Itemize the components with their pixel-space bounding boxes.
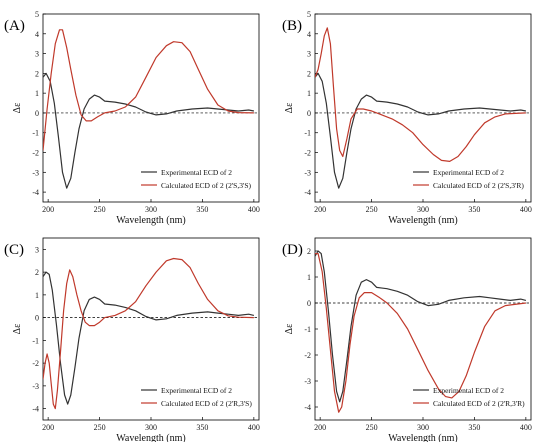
legend-entry: Experimental ECD of 2 — [433, 386, 504, 395]
x-tick-label: 300 — [417, 205, 429, 214]
experimental-series-line — [315, 250, 527, 403]
chart-panel-1: (A) 200 250 300 350 400 -4 -3 -2 -1 0 1 2 3 4 5 Waveleng… — [4, 10, 260, 226]
calculated-series-line — [315, 27, 526, 162]
x-tick-label: 400 — [520, 205, 532, 214]
chart-panel-4: (D) 200 250 300 350 400 -4 -3 -2 -1 0 1 2 Wavelength … — [282, 237, 532, 442]
y-tick-label: -4 — [304, 188, 311, 197]
x-tick-label: 250 — [366, 423, 378, 432]
y-tick-label: -1 — [304, 129, 311, 138]
x-axis-label: Wavelength (nm) — [388, 433, 457, 442]
x-tick-label: 250 — [94, 423, 106, 432]
y-tick-label: -3 — [304, 168, 311, 177]
y-tick-label: -2 — [304, 149, 311, 158]
x-axis-label: Wavelength (nm) — [116, 433, 185, 442]
x-axis-label: Wavelength (nm) — [388, 215, 457, 226]
y-axis-label: Δε — [12, 103, 23, 114]
y-tick-label: 0 — [307, 109, 311, 118]
legend-entry: Calculated ECD of 2 (2'S,3'R) — [433, 181, 524, 190]
y-tick-label: 1 — [307, 273, 311, 282]
y-tick-label: 2 — [307, 247, 311, 256]
y-tick-label: -4 — [32, 405, 39, 414]
x-tick-label: 350 — [468, 205, 480, 214]
panel-label: (B) — [282, 18, 302, 34]
legend-entry: Experimental ECD of 2 — [161, 386, 232, 395]
y-tick-label: 0 — [35, 314, 39, 323]
x-tick-label: 350 — [196, 423, 208, 432]
legend-entry: Calculated ECD of 2 (2'R,3'S) — [161, 399, 252, 408]
y-tick-label: 4 — [35, 30, 39, 39]
y-tick-label: -3 — [32, 168, 39, 177]
y-tick-label: -1 — [32, 336, 39, 345]
panel-label: (D) — [282, 242, 303, 258]
y-tick-label: 2 — [35, 268, 39, 277]
x-tick-label: 350 — [468, 423, 480, 432]
y-axis-label: Δε — [284, 103, 295, 114]
y-tick-label: -2 — [32, 359, 39, 368]
chart-panel-2: (B) 200 250 300 350 400 -4 -3 -2 -1 0 1 2 3 4 5 Waveleng… — [282, 10, 532, 226]
x-tick-label: 400 — [248, 423, 260, 432]
y-tick-label: 1 — [35, 291, 39, 300]
x-tick-label: 350 — [196, 205, 208, 214]
x-tick-label: 200 — [42, 205, 54, 214]
legend-entry: Calculated ECD of 2 (2'S,3'S) — [161, 181, 251, 190]
y-tick-label: -1 — [304, 325, 311, 334]
x-tick-label: 200 — [314, 423, 326, 432]
legend-entry: Calculated ECD of 2 (2'R,3'R) — [433, 399, 525, 408]
experimental-series-line — [43, 271, 255, 405]
y-tick-label: 3 — [307, 50, 311, 59]
x-tick-label: 250 — [366, 205, 378, 214]
y-tick-label: 0 — [35, 109, 39, 118]
legend-entry: Experimental ECD of 2 — [161, 168, 232, 177]
y-tick-label: 5 — [35, 10, 39, 19]
y-tick-label: -1 — [32, 129, 39, 138]
x-tick-label: 200 — [314, 205, 326, 214]
y-tick-label: -2 — [32, 149, 39, 158]
y-axis-label: Δε — [284, 324, 295, 335]
y-tick-label: 0 — [307, 299, 311, 308]
y-tick-label: 3 — [35, 50, 39, 59]
calculated-series-line — [43, 257, 254, 410]
calculated-series-line — [315, 253, 526, 413]
y-tick-label: 3 — [35, 245, 39, 254]
y-tick-label: -3 — [304, 377, 311, 386]
y-tick-label: 2 — [35, 69, 39, 78]
x-axis-label: Wavelength (nm) — [116, 215, 185, 226]
calculated-series-line — [43, 29, 254, 151]
y-tick-label: 4 — [307, 30, 311, 39]
x-tick-label: 300 — [145, 423, 157, 432]
x-tick-label: 400 — [520, 423, 532, 432]
experimental-series-line — [43, 72, 255, 189]
experimental-series-line — [315, 72, 527, 189]
chart-panel-3: (C) 200 250 300 350 400 -4 -3 -2 -1 0 1 2 3 Wavelength… — [4, 237, 260, 442]
panel-label: (A) — [4, 18, 25, 34]
y-tick-label: 2 — [307, 69, 311, 78]
y-tick-label: 1 — [307, 89, 311, 98]
x-tick-label: 300 — [145, 205, 157, 214]
y-tick-label: -2 — [304, 351, 311, 360]
y-tick-label: -4 — [32, 188, 39, 197]
legend-entry: Experimental ECD of 2 — [433, 168, 504, 177]
panel-label: (C) — [4, 242, 24, 258]
y-axis-label: Δε — [12, 324, 23, 335]
x-tick-label: 250 — [94, 205, 106, 214]
y-tick-label: -3 — [32, 382, 39, 391]
y-tick-label: -4 — [304, 403, 311, 412]
y-tick-label: 1 — [35, 89, 39, 98]
y-tick-label: 5 — [307, 10, 311, 19]
x-tick-label: 400 — [248, 205, 260, 214]
x-tick-label: 200 — [42, 423, 54, 432]
x-tick-label: 300 — [417, 423, 429, 432]
